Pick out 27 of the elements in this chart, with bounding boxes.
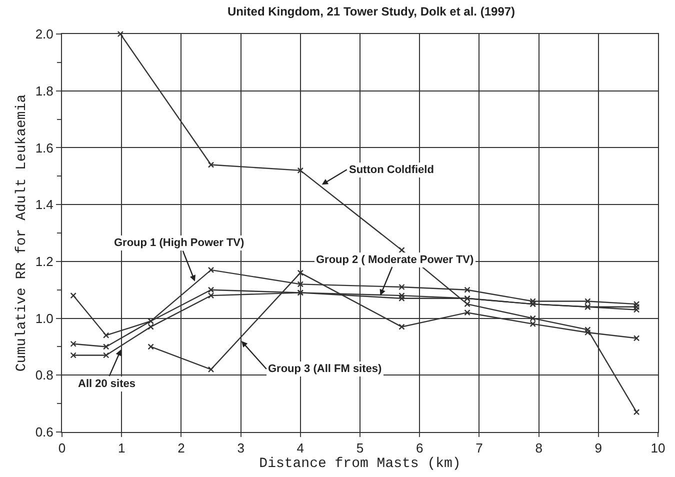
y-tick-label: 1.8 [35,83,54,98]
x-tick-label: 4 [296,440,304,456]
x-tick-label: 8 [535,440,542,456]
annotation: All 20 sites [78,378,136,390]
y-tick-label: 0.6 [35,424,54,440]
x-tick-label: 1 [118,440,126,456]
y-axis-title: Cumulative RR for Adult Leukaemia [14,94,30,372]
annotation: Sutton Coldfield [349,164,434,176]
annotation: Group 1 (High Power TV) [114,237,245,249]
y-tick-label: 1.2 [35,254,54,269]
x-tick-label: 6 [416,440,424,456]
y-tick-label: 2.0 [35,26,54,42]
x-tick-label: 2 [178,440,185,456]
x-tick-label: 10 [650,440,666,456]
x-tick-label: 5 [356,440,364,456]
y-tick-label: 1.0 [35,310,54,326]
x-tick-label: 7 [476,440,483,456]
chart-title: United Kingdom, 21 Tower Study, Dolk et al. (1997) [227,4,516,19]
x-tick-label: 3 [237,440,244,456]
x-tick-label: 0 [58,440,66,456]
y-tick-label: 1.4 [35,197,54,212]
y-tick-label: 0.8 [35,368,54,383]
annotation: Group 3 (All FM sites) [268,363,382,375]
x-tick-label: 9 [594,440,602,456]
y-tick-label: 1.6 [35,140,54,156]
x-axis-title: Distance from Masts (km) [259,456,461,472]
annotation: Group 2 ( Moderate Power TV) [316,254,474,266]
